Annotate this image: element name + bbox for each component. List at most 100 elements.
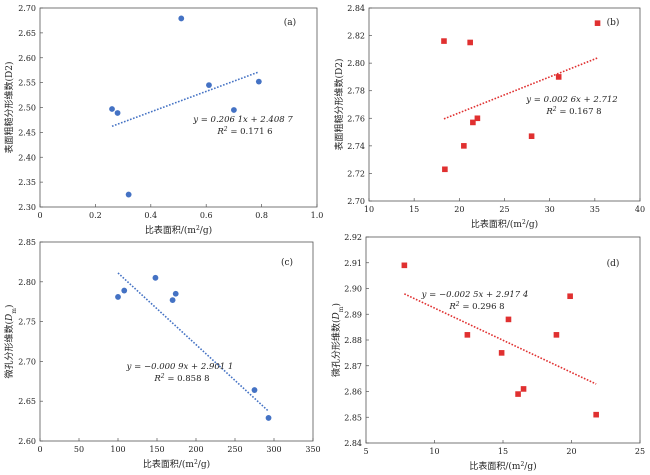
y-tick-label: 2.86 (344, 388, 362, 397)
data-point (178, 15, 185, 22)
data-point (255, 78, 262, 85)
y-tick-label: 2.35 (18, 178, 36, 187)
data-point (125, 191, 132, 198)
x-tick-label: 200 (188, 445, 203, 454)
x-tick-label: 0 (37, 445, 42, 454)
data-point (594, 20, 601, 26)
chart-panel-1: 0 0.2 0.4 0.6 0.8 1.0 2.30 2.35 2.40 2.45 2.50 2.55… (3, 4, 323, 236)
data-point (109, 106, 115, 112)
chart-panel-2: 10 15 20 25 30 35 40 2.70 2.72 2.74 2.76 2.78 2.80 2.… (333, 4, 645, 230)
data-point (470, 119, 476, 126)
y-tick-label: 2.78 (347, 87, 365, 96)
data-point (442, 166, 448, 173)
x-axis-label: 比表面积/(m2/g) (471, 218, 538, 230)
x-tick-label: 0.6 (200, 211, 213, 220)
trendline (111, 71, 260, 128)
y-tick-label: 2.85 (344, 413, 362, 422)
trend-equation: y = −0.000 9x + 2.901 1 (126, 362, 234, 372)
data-point (515, 391, 521, 397)
x-tick-label: 20 (454, 205, 464, 214)
x-tick-label: 50 (74, 445, 84, 454)
x-tick-label: 0.2 (89, 211, 102, 220)
y-axis-label: 微孔分形维数(Dm) (3, 305, 18, 379)
y-tick-label: 2.45 (18, 128, 36, 137)
x-tick-label: 40 (635, 205, 645, 214)
data-point (152, 274, 159, 281)
data-point (114, 110, 121, 116)
data-point (528, 133, 535, 140)
y-tick-label: 2.30 (18, 203, 36, 212)
x-tick-label: 300 (266, 445, 281, 454)
y-tick-label: 2.70 (18, 4, 36, 13)
plot-frame (39, 7, 318, 208)
x-tick-label: 150 (149, 445, 164, 454)
data-point (441, 38, 447, 44)
trend-equation: y = 0.206 1x + 2.408 7 (192, 115, 293, 125)
x-axis-label: 比表面积/(m2/g) (469, 460, 536, 472)
panel-label: (a) (284, 17, 296, 28)
data-point (265, 415, 272, 421)
trend-equation: y = 0.002 6x + 2.712 (525, 95, 617, 105)
x-tick-label: 0.4 (144, 211, 157, 220)
y-tick-label: 2.80 (347, 59, 365, 68)
data-point (464, 332, 471, 338)
y-tick-label: 2.76 (347, 114, 365, 123)
data-point (505, 316, 512, 323)
y-tick-label: 2.50 (18, 104, 36, 113)
y-tick-label: 2.55 (18, 79, 36, 88)
x-tick-label: 0.8 (255, 211, 268, 220)
trend-r-squared: R2 = 0.171 6 (216, 126, 272, 138)
x-axis-label: 比表面积/(m2/g) (145, 224, 212, 236)
data-point (498, 350, 505, 356)
data-point (251, 387, 258, 393)
chart-panel-4: 5 10 15 20 25 2.84 2.85 2.86 2.87 2.88 2.89 2.90 2.9… (330, 233, 645, 472)
y-tick-label: 2.65 (18, 397, 36, 406)
y-tick-label: 2.74 (347, 142, 365, 151)
x-tick-label: 25 (499, 205, 509, 214)
data-point (206, 82, 212, 89)
y-tick-label: 2.60 (18, 54, 36, 63)
y-tick-label: 2.65 (18, 29, 36, 38)
x-tick-label: 15 (498, 447, 508, 456)
y-tick-label: 2.72 (347, 169, 365, 178)
y-tick-label: 2.85 (18, 238, 36, 247)
panel-label: (b) (607, 17, 620, 28)
x-tick-label: 20 (566, 447, 576, 456)
y-axis-label: 表面粗糙分形维数(D2) (333, 59, 345, 151)
trend-r-squared: R2 = 0.858 8 (153, 373, 209, 385)
data-point (115, 294, 121, 300)
x-tick-label: 35 (590, 205, 600, 214)
x-tick-label: 5 (363, 447, 368, 456)
y-tick-label: 2.70 (347, 197, 365, 206)
trend-r-squared: R2 = 0.167 8 (545, 106, 601, 118)
y-tick-label: 2.88 (344, 336, 362, 345)
y-tick-label: 2.87 (344, 362, 362, 371)
panel-label: (d) (607, 258, 620, 269)
data-point (169, 297, 176, 304)
data-point (172, 290, 179, 297)
x-tick-label: 25 (635, 447, 645, 456)
data-point (593, 411, 599, 418)
y-tick-label: 2.82 (347, 32, 365, 41)
panel-label: (c) (281, 257, 293, 268)
y-tick-label: 2.89 (344, 310, 362, 319)
trend-r-squared: R2 = 0.296 8 (448, 301, 504, 313)
x-tick-label: 1.0 (311, 211, 324, 220)
y-tick-label: 2.40 (18, 153, 36, 162)
y-tick-label: 2.80 (18, 278, 36, 287)
x-tick-label: 0 (37, 211, 42, 220)
chart-panel-3: 0 50 100 150 200 250 300 350 2.60 2.65 2.70 2.75 2.8… (3, 238, 321, 470)
data-point (520, 386, 527, 392)
y-tick-label: 2.75 (18, 318, 36, 327)
data-point (401, 262, 408, 269)
y-tick-label: 2.84 (344, 439, 362, 448)
y-axis-label: 表面粗糙分形维数(D2) (3, 62, 15, 154)
trendline (117, 272, 270, 412)
x-tick-label: 30 (545, 205, 555, 214)
y-tick-label: 2.90 (344, 285, 362, 294)
data-point (567, 293, 573, 300)
y-tick-label: 2.91 (344, 259, 362, 268)
data-point (121, 287, 128, 294)
x-axis-label: 比表面积/(m2/g) (143, 458, 210, 470)
